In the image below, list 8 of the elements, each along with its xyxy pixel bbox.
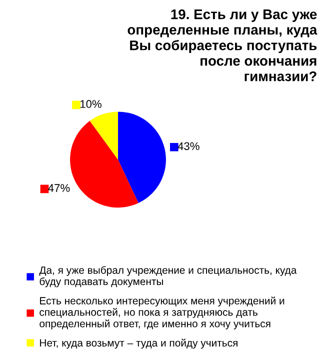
pie-slice xyxy=(118,112,166,204)
legend-label: Да, я уже выбрал учреждение и специальность, куда буду подавать документы xyxy=(39,266,297,288)
legend-label: Есть несколько интересующих меня учреждений и специальностей, но пока я затрудняюсь дать определенный ответ, где именно я хочу учиться xyxy=(40,296,284,330)
pie-slice xyxy=(90,112,118,160)
legend-label: Нет, куда возьмут – туда и пойду учиться xyxy=(40,338,238,349)
chart-title: 19. Есть ли у Вас уже определенные планы, куда Вы собираетесь поступать после окончания гимназии? xyxy=(128,9,318,82)
data-label: 10% xyxy=(80,100,102,108)
pie-slice xyxy=(70,120,138,208)
